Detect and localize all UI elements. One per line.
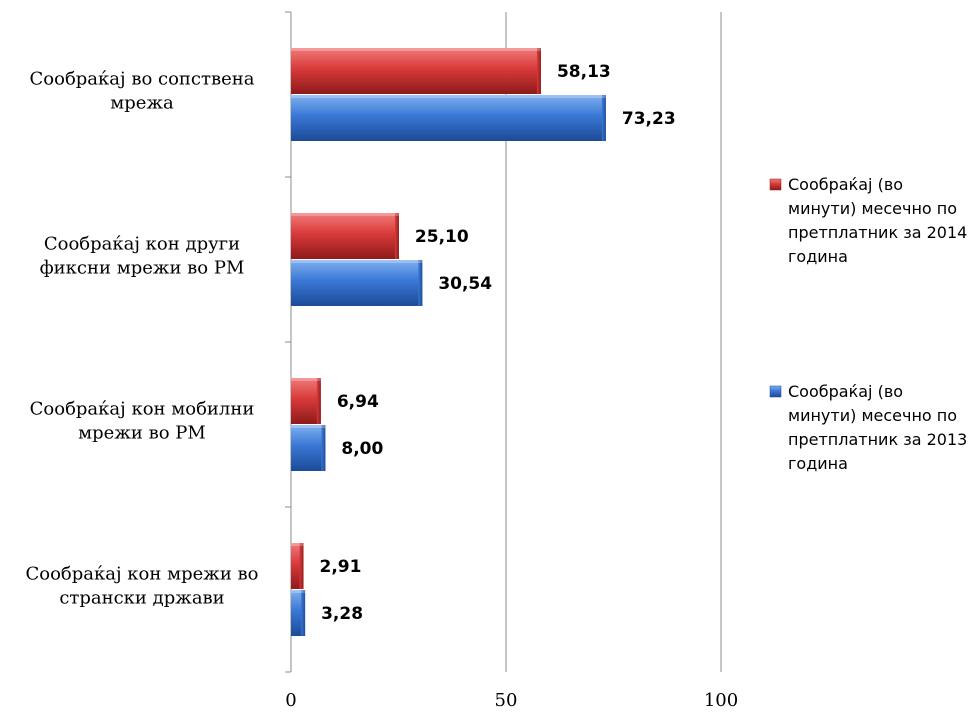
bar-2013	[291, 95, 606, 141]
legend-swatch	[769, 178, 782, 191]
bar-2014	[291, 213, 399, 259]
category-label: Сообраќај во сопствена мрежа	[30, 69, 255, 114]
data-label: 8,00	[341, 439, 383, 459]
axis	[285, 11, 292, 673]
category-label: Сообраќај кон други фиксни мрежи во РМ	[40, 234, 245, 279]
data-label: 2,91	[320, 557, 362, 577]
data-label: 6,94	[337, 392, 379, 412]
x-tick-label: 0	[285, 690, 296, 711]
category-labels: Сообраќај во сопствена мрежа Сообраќај кон…	[25, 69, 258, 609]
category-label: Сообраќај кон мрежи во странски држави	[25, 564, 258, 609]
tick-labels: 0 50 100	[285, 690, 738, 711]
data-label: 25,10	[415, 227, 469, 247]
bar-2013	[291, 590, 306, 636]
x-tick-label: 50	[495, 690, 518, 711]
legend-item: Сообраќај (во минути) месечно по претплатн…	[769, 175, 967, 266]
data-label: 58,13	[557, 62, 611, 82]
data-label: 73,23	[622, 109, 676, 129]
legend: Сообраќај (во минути) месечно по претплатн…	[769, 175, 967, 473]
bar-2014	[291, 48, 541, 94]
category-label: Сообраќај кон мобилни мрежи во РМ	[30, 399, 255, 444]
data-label: 30,54	[438, 274, 492, 294]
x-tick-label: 100	[704, 690, 738, 711]
bar-2014	[291, 543, 304, 589]
bar-2014	[291, 378, 321, 424]
bars	[291, 48, 606, 636]
legend-label: Сообраќај (во минути) месечно по претплатн…	[788, 175, 967, 266]
legend-swatch	[769, 385, 782, 398]
data-label: 3,28	[321, 604, 363, 624]
bar-2013	[291, 425, 326, 471]
bar-2013	[291, 260, 423, 306]
legend-label: Сообраќај (во минути) месечно по претплатн…	[788, 382, 967, 473]
legend-item: Сообраќај (во минути) месечно по претплатн…	[769, 382, 967, 473]
data-labels: 58,13 73,23 25,10 30,54 6,94 8,00 2,91 3,28	[320, 62, 676, 624]
